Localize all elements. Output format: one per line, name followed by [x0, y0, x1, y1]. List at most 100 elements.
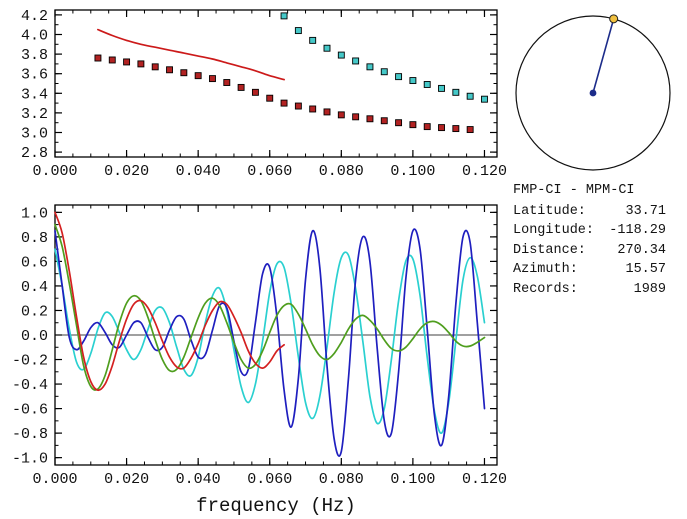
marker-upper-branch-picks: [280, 12, 288, 20]
y-tick-label: -0.4: [12, 377, 48, 394]
series-spectrum-blue: [54, 228, 486, 457]
center-station-dot: [589, 89, 597, 97]
y-tick-label: 3.4: [21, 86, 48, 103]
x-axis-label: frequency (Hz): [196, 495, 356, 517]
marker-lower-branch-picks: [337, 111, 345, 119]
info-value-azimuth: 15.57: [625, 262, 666, 277]
marker-lower-branch-picks: [223, 79, 231, 86]
info-value-distance: 270.34: [617, 242, 666, 258]
info-row-longitude: Longitude: -118.29: [513, 221, 666, 241]
marker-lower-branch-picks: [94, 54, 102, 62]
info-value-longitude: -118.29: [609, 223, 666, 238]
info-row-distance: Distance: 270.34: [513, 241, 666, 261]
x-tick-label: 0.100: [390, 163, 435, 180]
marker-upper-branch-picks: [395, 73, 403, 81]
marker-lower-branch-picks: [266, 94, 274, 102]
y-tick-label: 3.6: [21, 67, 48, 84]
marker-lower-branch-picks: [395, 119, 403, 127]
x-tick-label: 0.000: [32, 471, 77, 488]
x-tick-label: 0.080: [319, 163, 364, 180]
info-row-azimuth: Azimuth: 15.57: [513, 260, 666, 280]
series-smoothed-dispersion-line: [97, 28, 285, 81]
y-tick-label: 0.6: [21, 254, 48, 271]
marker-lower-branch-picks: [180, 69, 188, 77]
info-row-latitude: Latitude: 33.71: [513, 202, 666, 222]
y-tick-label: 0.8: [21, 230, 48, 247]
series-spectrum-red: [54, 211, 285, 392]
marker-lower-branch-picks: [280, 99, 288, 107]
marker-lower-branch-picks: [251, 88, 259, 96]
y-tick-label: -1.0: [12, 451, 48, 468]
marker-lower-branch-picks: [194, 72, 202, 80]
marker-lower-branch-picks: [209, 75, 216, 83]
info-label-longitude: Longitude:: [513, 223, 595, 238]
marker-lower-branch-picks: [466, 126, 474, 134]
series-spectrum-green: [54, 223, 486, 391]
marker-upper-branch-picks: [366, 63, 374, 71]
dispersion-chart[interactable]: 0.000 0.020 0.040 0.060 0.080 0.100 0.120 2.8 3.…: [0, 0, 510, 195]
marker-upper-branch-picks: [423, 81, 431, 88]
info-label-azimuth: Azimuth:: [513, 262, 578, 277]
marker-lower-branch-picks: [323, 108, 331, 116]
dial-circle: [515, 15, 671, 171]
x-tick-label: 0.020: [104, 471, 149, 488]
marker-upper-branch-picks: [466, 92, 474, 100]
info-value-latitude: 33.71: [625, 203, 666, 219]
y-tick-label: 2.8: [21, 145, 48, 162]
marker-upper-branch-picks: [409, 77, 417, 85]
x-tick-label: 0.060: [247, 163, 292, 180]
marker-upper-branch-picks: [380, 68, 388, 76]
marker-lower-branch-picks: [123, 58, 131, 66]
x-tick-label: 0.040: [176, 163, 221, 180]
marker-upper-branch-picks: [337, 51, 345, 59]
marker-lower-branch-picks: [438, 124, 445, 132]
marker-lower-branch-picks: [137, 60, 145, 68]
marker-lower-branch-picks: [108, 56, 116, 64]
y-tick-label: 4.2: [21, 8, 48, 25]
remote-station-marker: [609, 14, 619, 24]
x-tick-label: 0.020: [104, 163, 149, 180]
y-tick-label: 4.0: [21, 28, 48, 45]
plot-box: [54, 9, 498, 158]
series-spectrum-cyan: [54, 248, 486, 434]
y-tick-label: -0.8: [12, 426, 48, 443]
station-pair-title: FMP-CI - MPM-CI: [513, 183, 635, 198]
y-tick-label: -0.2: [12, 353, 48, 370]
info-value-records: 1989: [633, 281, 666, 297]
y-tick-label: 0.0: [21, 328, 48, 345]
marker-lower-branch-picks: [452, 125, 460, 133]
marker-upper-branch-picks: [481, 95, 488, 103]
x-tick-label: 0.060: [247, 471, 292, 488]
marker-upper-branch-picks: [352, 57, 360, 65]
azimuth-dial: [515, 14, 671, 171]
marker-upper-branch-picks: [309, 36, 317, 44]
y-tick-label: -0.6: [12, 402, 48, 419]
marker-upper-branch-picks: [438, 84, 445, 92]
marker-upper-branch-picks: [294, 27, 302, 35]
marker-lower-branch-picks: [366, 115, 374, 123]
info-row-records: Records: 1989: [513, 280, 666, 300]
info-label-latitude: Latitude:: [513, 203, 586, 219]
marker-upper-branch-picks: [323, 44, 331, 52]
azimuth-line: [592, 18, 615, 94]
y-tick-label: 0.2: [21, 303, 48, 320]
info-label-records: Records:: [513, 281, 578, 297]
y-tick-label: 3.8: [21, 47, 48, 64]
y-tick-label: 1.0: [21, 205, 48, 222]
marker-lower-branch-picks: [409, 121, 417, 129]
info-label-distance: Distance:: [513, 242, 586, 258]
y-tick-label: 3.2: [21, 106, 48, 123]
marker-lower-branch-picks: [166, 66, 173, 74]
x-tick-label: 0.080: [319, 471, 364, 488]
x-tick-label: 0.120: [462, 163, 507, 180]
marker-lower-branch-picks: [309, 105, 317, 113]
marker-upper-branch-picks: [452, 88, 460, 96]
spectra-chart[interactable]: 0.000 0.020 0.040 0.060 0.080 0.100 0.120 -1.0 -…: [0, 195, 510, 519]
station-info-panel: FMP-CI - MPM-CI Latitude: 33.71 Longitud…: [513, 181, 666, 299]
marker-lower-branch-picks: [380, 117, 388, 125]
x-tick-label: 0.100: [390, 471, 435, 488]
marker-lower-branch-picks: [352, 113, 360, 121]
y-tick-label: 3.0: [21, 126, 48, 143]
x-tick-label: 0.000: [32, 163, 77, 180]
